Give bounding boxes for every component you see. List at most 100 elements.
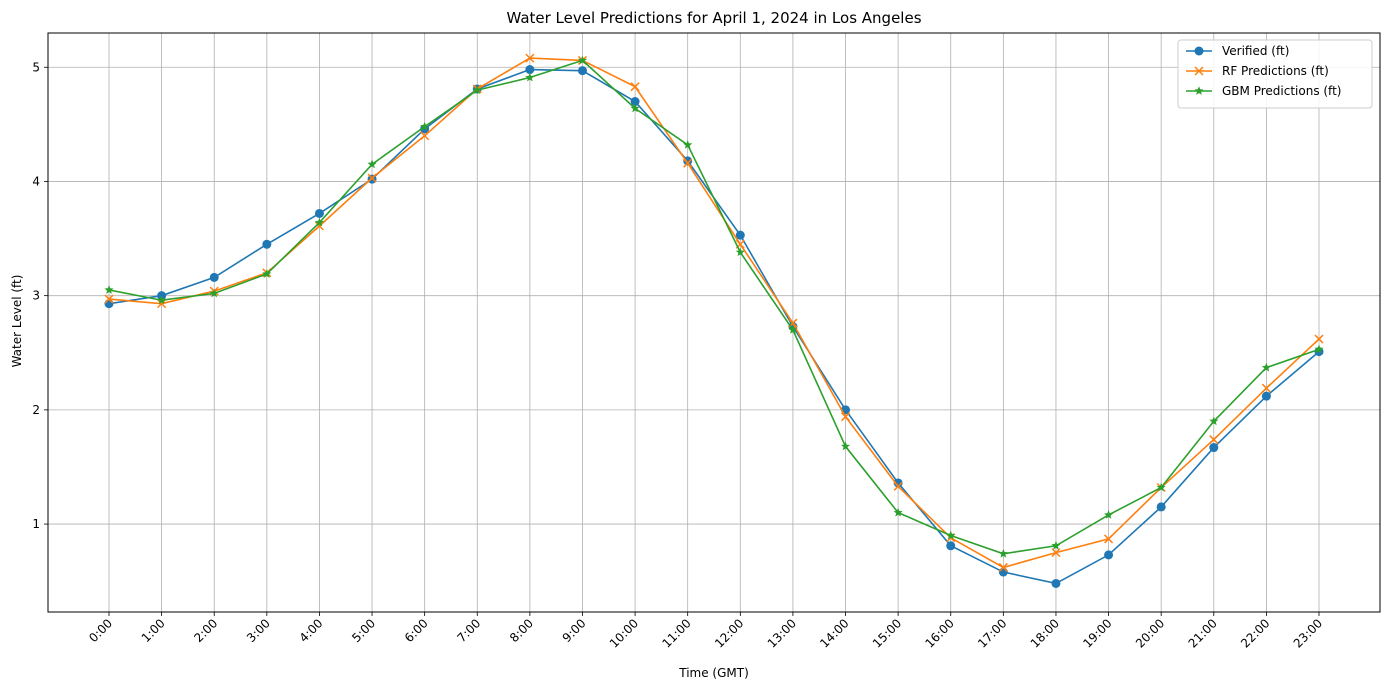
data-point <box>525 53 535 63</box>
chart-title: Water Level Predictions for April 1, 202… <box>506 9 921 27</box>
x-tick-label: 16:00 <box>922 616 956 650</box>
x-axis-label: Time (GMT) <box>678 666 749 680</box>
x-tick-label: 1:00 <box>139 616 168 645</box>
data-point <box>998 567 1008 577</box>
data-point <box>946 541 956 551</box>
x-tick-label: 12:00 <box>712 616 746 650</box>
data-point <box>630 97 640 107</box>
data-point <box>209 272 219 282</box>
data-point <box>1261 391 1271 401</box>
x-tick-label: 15:00 <box>870 616 904 650</box>
legend-marker <box>1194 46 1204 56</box>
data-point <box>1104 534 1114 544</box>
data-point <box>840 412 851 422</box>
x-tick-label: 6:00 <box>402 616 431 645</box>
data-point <box>525 72 535 82</box>
x-tick-label: 2:00 <box>191 616 220 645</box>
data-point <box>1209 435 1219 445</box>
x-tick-label: 8:00 <box>507 616 536 645</box>
legend-marker <box>1194 86 1204 95</box>
data-point <box>525 65 535 75</box>
y-tick-label: 2 <box>32 403 40 417</box>
data-point <box>1209 416 1219 426</box>
data-point <box>1261 383 1271 393</box>
data-point <box>1314 334 1324 344</box>
data-point <box>314 217 324 227</box>
data-point <box>262 269 272 278</box>
legend-label: RF Predictions (ft) <box>1222 64 1329 78</box>
y-tick-label: 5 <box>32 60 40 74</box>
x-tick-label: 18:00 <box>1028 616 1062 650</box>
legend-label: GBM Predictions (ft) <box>1222 84 1341 98</box>
legend-item: RF Predictions (ft) <box>1186 64 1329 78</box>
x-tick-label: 11:00 <box>659 616 693 650</box>
legend-item: GBM Predictions (ft) <box>1186 84 1341 98</box>
data-point <box>472 85 482 94</box>
y-tick-label: 1 <box>32 517 40 531</box>
data-point <box>367 173 377 183</box>
series-line <box>108 59 1320 555</box>
data-point <box>577 66 587 76</box>
data-point <box>735 247 745 257</box>
data-point <box>1209 443 1219 453</box>
legend-label: Verified (ft) <box>1222 44 1289 58</box>
data-point <box>735 230 745 240</box>
data-point <box>104 285 114 294</box>
data-point <box>893 507 903 517</box>
data-point <box>998 548 1008 558</box>
data-point <box>1261 362 1271 372</box>
series-1 <box>104 65 1324 588</box>
data-point <box>893 478 903 488</box>
x-tick-label: 17:00 <box>975 616 1009 650</box>
data-point <box>683 158 693 168</box>
data-point <box>998 562 1008 572</box>
data-point <box>1104 550 1114 560</box>
x-tick-label: 9:00 <box>560 616 589 645</box>
x-tick-label: 20:00 <box>1133 616 1167 650</box>
data-point <box>946 530 956 540</box>
x-tick-label: 19:00 <box>1080 616 1114 650</box>
data-point <box>630 82 640 92</box>
x-tick-label: 7:00 <box>454 616 483 645</box>
data-point <box>367 159 377 169</box>
data-point <box>683 140 693 149</box>
data-point <box>104 294 114 304</box>
series-layer <box>104 53 1324 588</box>
y-axis: 1 2 3 4 5 <box>32 60 48 531</box>
data-point <box>314 221 324 231</box>
data-point <box>840 441 851 451</box>
data-point <box>157 299 167 309</box>
data-point <box>630 103 640 113</box>
data-point <box>1156 482 1166 492</box>
data-point <box>209 288 219 298</box>
x-tick-label: 22:00 <box>1238 616 1272 650</box>
series-2 <box>104 53 1324 572</box>
data-point <box>1051 540 1061 550</box>
data-point <box>420 131 430 141</box>
x-tick-label: 14:00 <box>817 616 851 650</box>
data-point <box>1156 502 1166 512</box>
legend-marker <box>1194 66 1204 76</box>
legend: Verified (ft) RF Predictions (ft) GBM Pred… <box>1177 39 1373 109</box>
data-point <box>1051 578 1061 588</box>
series-line <box>108 68 1320 585</box>
x-tick-label: 21:00 <box>1186 616 1220 650</box>
data-point <box>420 121 430 131</box>
series-line <box>108 57 1320 569</box>
data-point <box>262 239 272 249</box>
data-point <box>314 208 324 218</box>
data-point <box>788 325 798 334</box>
x-tick-label: 23:00 <box>1291 616 1325 650</box>
legend-box <box>1177 39 1373 109</box>
x-tick-label: 10:00 <box>607 616 641 650</box>
data-point <box>893 481 903 491</box>
x-tick-label: 13:00 <box>765 616 799 650</box>
data-point <box>1051 548 1061 558</box>
x-tick-label: 0:00 <box>86 616 115 645</box>
data-point <box>1314 344 1324 354</box>
y-tick-label: 4 <box>32 174 40 188</box>
x-tick-label: 3:00 <box>244 616 273 645</box>
x-tick-label: 5:00 <box>349 616 378 645</box>
legend-item: Verified (ft) <box>1186 44 1289 58</box>
